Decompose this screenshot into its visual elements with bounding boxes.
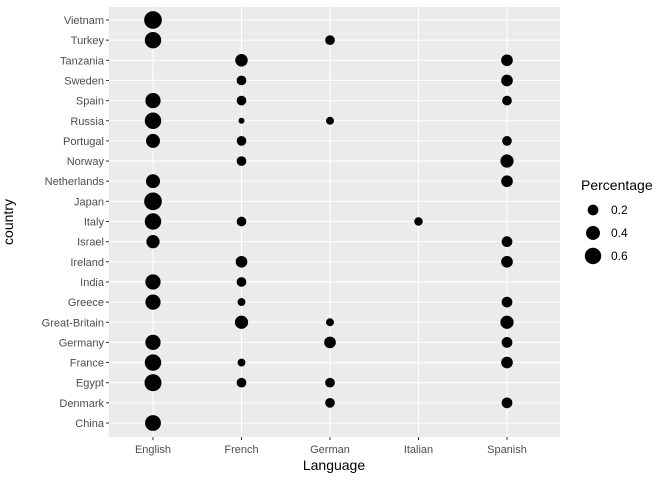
- point-spain-english: [145, 92, 161, 109]
- point-norway-spanish: [500, 154, 514, 168]
- legend-label-0-4: 0.4: [611, 226, 628, 240]
- point-great-britain-spanish: [500, 315, 514, 329]
- legend-key-0-6: [584, 247, 602, 265]
- y-axis-title: country: [0, 199, 16, 245]
- point-egypt-french: [236, 377, 247, 388]
- point-spain-spanish: [502, 95, 512, 106]
- point-sweden-spanish: [501, 74, 513, 87]
- point-russia-german: [326, 116, 334, 125]
- point-israel-english: [146, 235, 160, 249]
- point-norway-french: [236, 156, 247, 166]
- x-tick-label-german: German: [310, 444, 350, 456]
- point-portugal-french: [236, 136, 247, 146]
- data-points: [144, 11, 514, 431]
- y-tick-label-india: India: [80, 277, 105, 289]
- point-denmark-german: [325, 398, 335, 408]
- point-italy-english: [144, 213, 162, 230]
- legend-key-0-2: [587, 204, 599, 216]
- point-turkey-german: [325, 35, 335, 46]
- point-japan-english: [144, 192, 162, 211]
- x-tick-label-spanish: Spanish: [487, 444, 527, 456]
- y-tick-label-israel: Israel: [77, 237, 104, 249]
- legend: Percentage 0.2 0.4 0.6: [581, 177, 653, 265]
- point-france-spanish: [501, 356, 513, 369]
- y-tick-label-ireland: Ireland: [70, 257, 104, 269]
- y-tick-label-portugal: Portugal: [63, 136, 104, 148]
- point-great-britain-french: [234, 315, 249, 329]
- point-italy-italian: [414, 217, 423, 226]
- point-germany-spanish: [501, 337, 513, 348]
- point-china-english: [145, 415, 161, 431]
- legend-title: Percentage: [581, 177, 653, 193]
- point-sweden-french: [236, 75, 247, 86]
- y-tick-label-spain: Spain: [76, 96, 104, 108]
- point-germany-english: [145, 334, 161, 351]
- point-ireland-french: [235, 255, 248, 268]
- y-tick-label-denmark: Denmark: [59, 398, 104, 410]
- point-greece-spanish: [501, 296, 513, 308]
- y-tick-label-turkey: Turkey: [71, 35, 105, 47]
- y-tick-label-russia: Russia: [70, 116, 105, 128]
- point-tanzania-french: [235, 54, 248, 67]
- y-tick-label-norway: Norway: [67, 156, 105, 168]
- y-tick-label-great-britain: Great-Britain: [42, 317, 104, 329]
- y-tick-label-egypt: Egypt: [76, 378, 104, 390]
- point-egypt-german: [325, 377, 335, 388]
- y-tick-label-france: France: [70, 358, 104, 370]
- x-tick-label-french: French: [224, 444, 258, 456]
- y-tick-label-netherlands: Netherlands: [45, 176, 105, 188]
- point-spain-french: [236, 95, 247, 106]
- point-france-french: [237, 358, 246, 367]
- point-portugal-english: [146, 133, 160, 148]
- point-india-english: [145, 274, 161, 290]
- point-egypt-english: [144, 374, 162, 392]
- point-israel-spanish: [501, 236, 513, 248]
- y-tick-label-japan: Japan: [74, 196, 104, 208]
- point-russia-french: [238, 117, 245, 124]
- point-ireland-spanish: [501, 255, 513, 268]
- point-germany-german: [324, 336, 336, 349]
- legend-key-0-4: [586, 226, 600, 240]
- x-axis-title: Language: [303, 457, 366, 473]
- point-denmark-spanish: [501, 397, 513, 409]
- y-axis: China Denmark Egypt France Germany Great-Brit…: [42, 15, 109, 430]
- legend-label-0-2: 0.2: [611, 203, 628, 217]
- point-netherlands-english: [146, 174, 160, 189]
- x-tick-label-italian: Italian: [404, 444, 433, 456]
- x-tick-label-english: English: [135, 444, 171, 456]
- legend-label-0-6: 0.6: [611, 249, 628, 263]
- x-axis: English French German Italian Spanish: [135, 437, 527, 456]
- y-tick-label-china: China: [75, 418, 105, 430]
- point-italy-french: [236, 216, 247, 227]
- y-tick-label-greece: Greece: [68, 297, 104, 309]
- point-greece-french: [237, 298, 246, 307]
- point-turkey-english: [144, 31, 162, 49]
- y-tick-label-vietnam: Vietnam: [64, 15, 104, 27]
- y-tick-label-sweden: Sweden: [64, 75, 104, 87]
- point-great-britain-german: [326, 318, 334, 327]
- point-tanzania-spanish: [501, 54, 513, 67]
- point-netherlands-spanish: [501, 175, 513, 188]
- y-tick-label-tanzania: Tanzania: [60, 55, 105, 67]
- point-france-english: [144, 354, 162, 371]
- point-russia-english: [144, 112, 162, 129]
- point-greece-english: [145, 294, 161, 310]
- y-tick-label-germany: Germany: [59, 337, 105, 349]
- y-tick-label-italy: Italy: [84, 217, 105, 229]
- point-india-french: [236, 277, 247, 287]
- point-vietnam-english: [144, 11, 162, 29]
- point-portugal-spanish: [502, 136, 512, 146]
